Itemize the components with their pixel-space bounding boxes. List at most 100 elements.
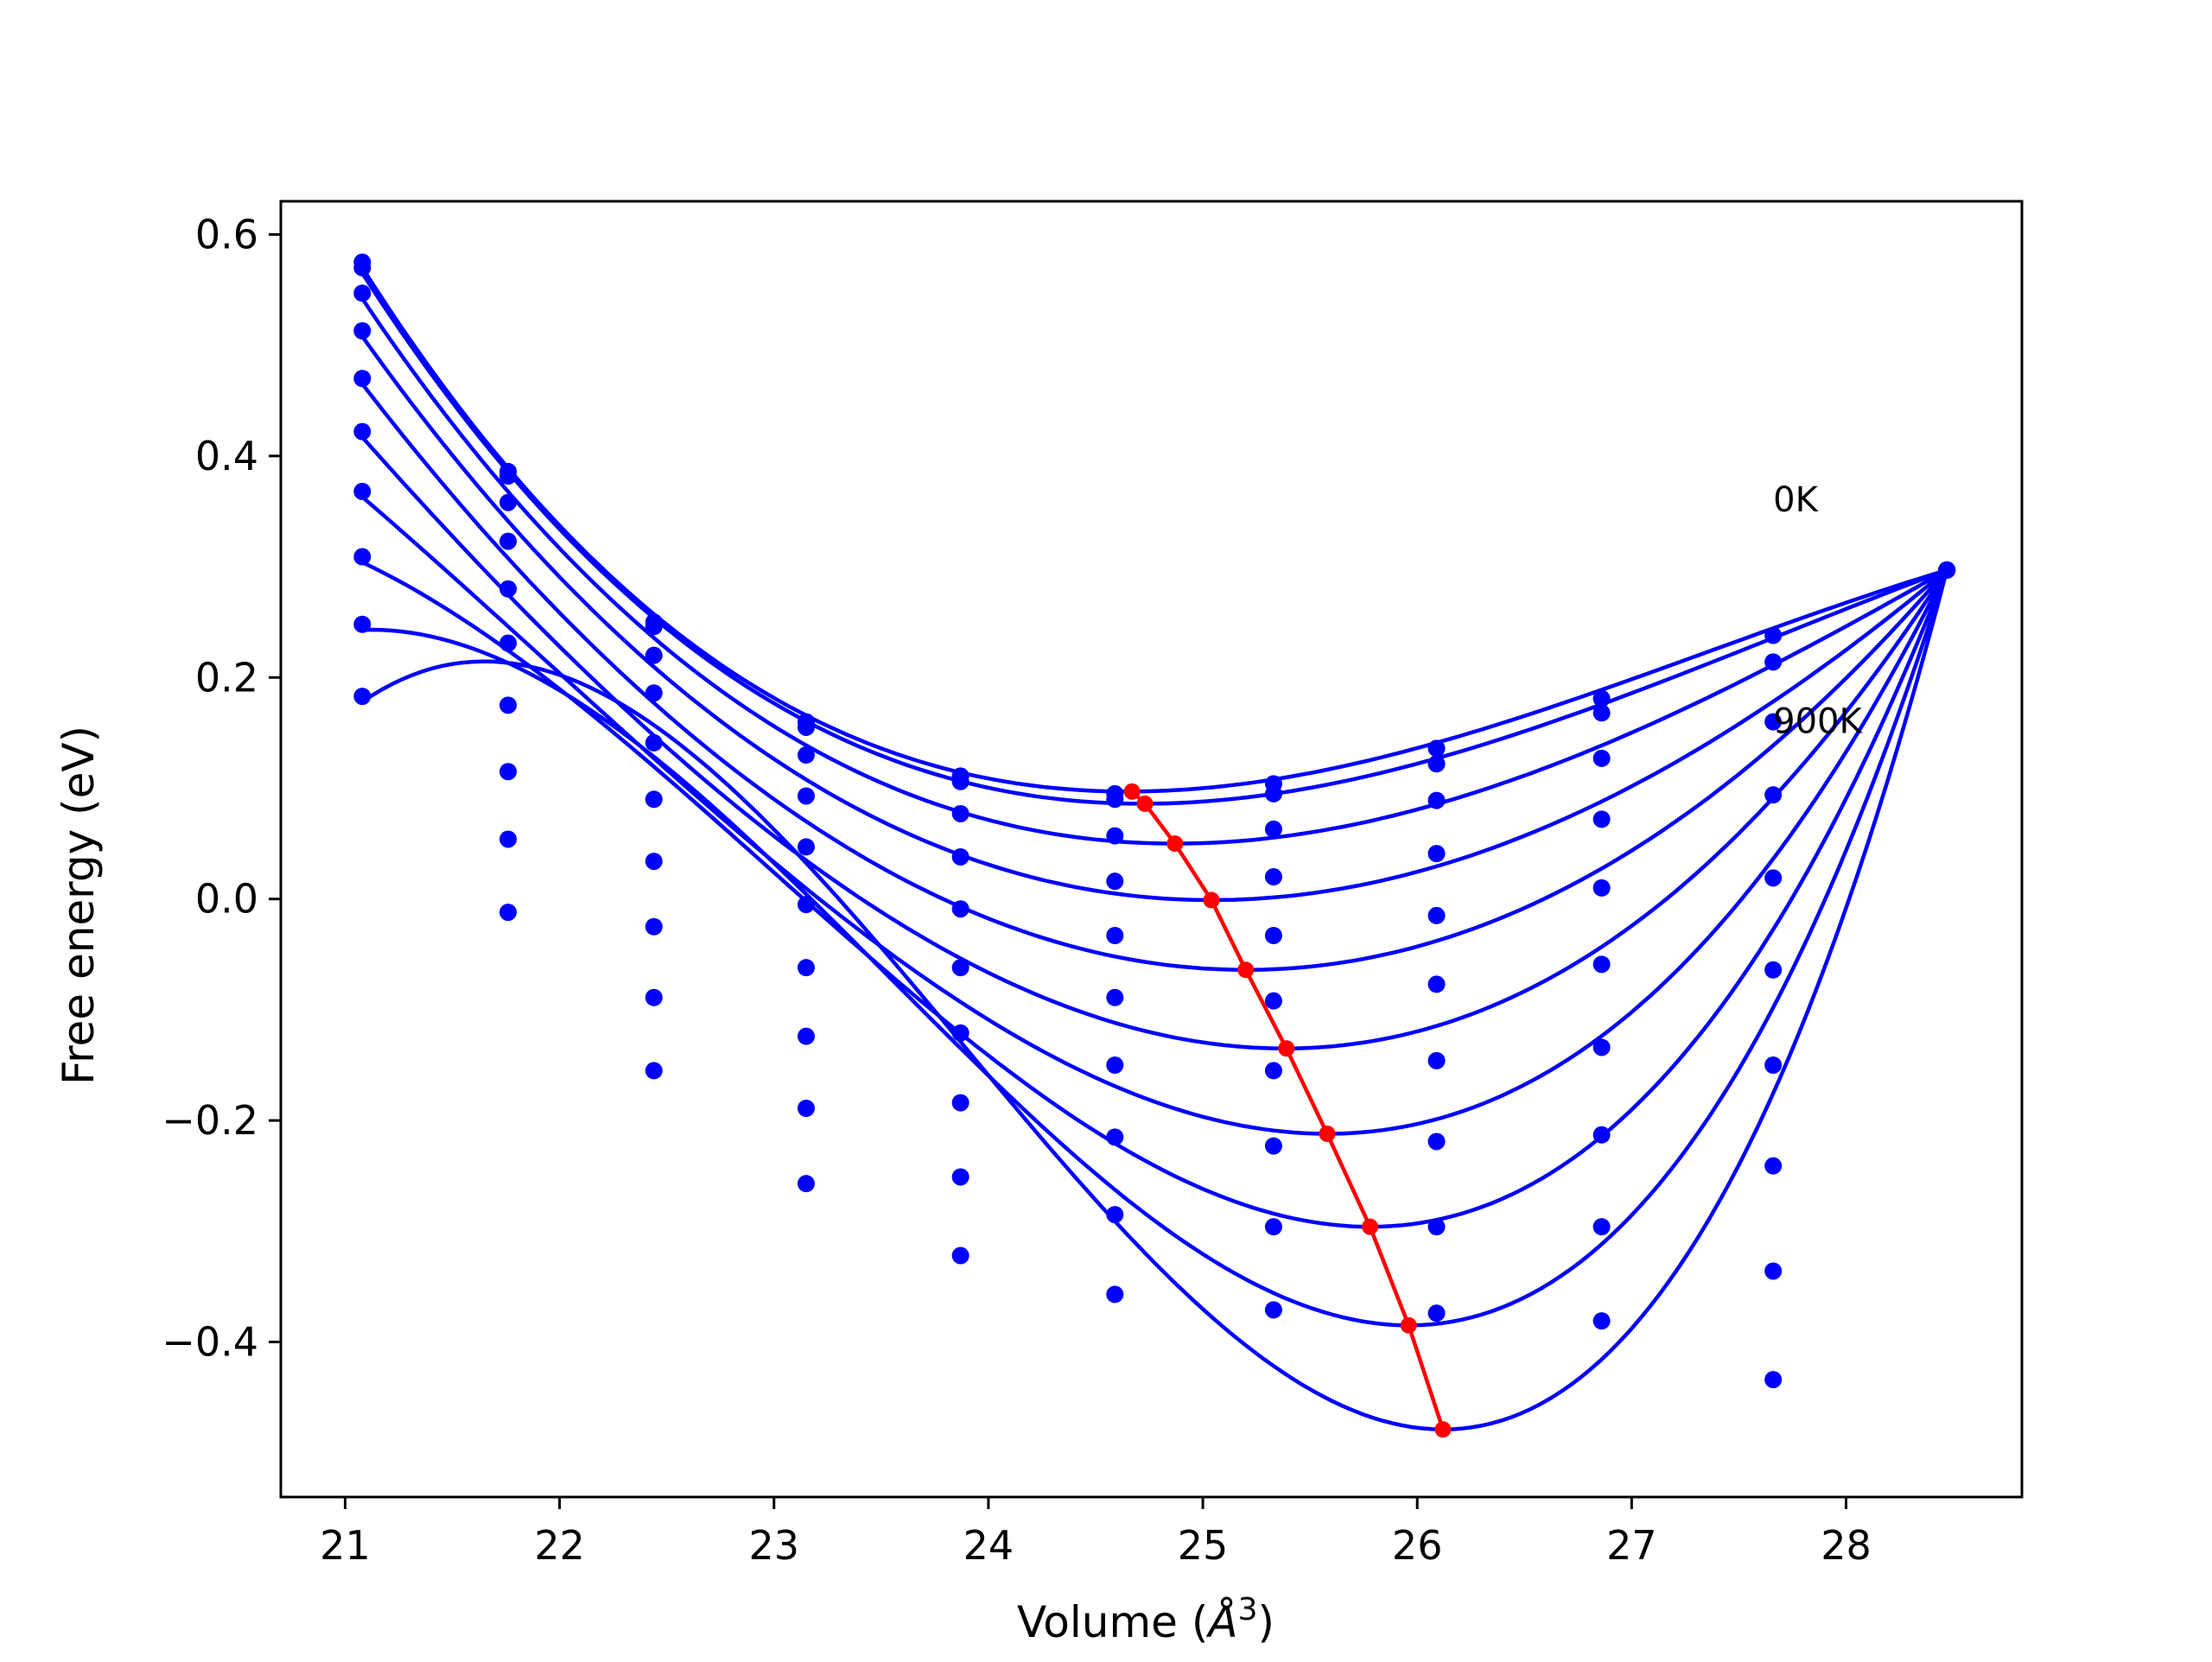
data-point — [645, 988, 663, 1006]
data-point — [1592, 879, 1611, 897]
minimum-point — [1319, 1125, 1336, 1142]
minimum-point — [1237, 961, 1255, 979]
annotation-label: 0K — [1773, 480, 1819, 520]
data-point — [1427, 1218, 1446, 1236]
data-point — [645, 917, 663, 936]
data-point — [1764, 786, 1783, 804]
data-point — [1427, 1051, 1446, 1069]
data-point — [1264, 1218, 1282, 1236]
x-tick-label: 21 — [320, 1522, 371, 1569]
data-point — [1592, 1038, 1611, 1056]
y-tick-label: 0.2 — [195, 654, 258, 701]
data-point — [353, 548, 372, 566]
data-point — [1106, 1206, 1124, 1224]
data-point — [951, 1024, 969, 1042]
data-point — [1592, 689, 1611, 707]
fit-curve — [360, 335, 1948, 903]
minima-path — [1130, 790, 1446, 1430]
minimum-point — [1362, 1218, 1379, 1235]
y-tick-label: 0.6 — [195, 211, 258, 257]
fit-curves — [360, 266, 1949, 1432]
y-tick-label: 0.4 — [195, 433, 258, 479]
y-axis-label: Free energy (eV) — [54, 726, 104, 1085]
y-tick-label: −0.4 — [162, 1319, 258, 1366]
x-tick-label: 22 — [534, 1522, 585, 1569]
data-point — [499, 904, 518, 922]
data-point — [797, 1027, 815, 1045]
data-point — [951, 1168, 969, 1186]
minimum-point — [1203, 891, 1220, 909]
data-point — [1106, 1285, 1124, 1304]
data-point — [1427, 906, 1446, 924]
data-point — [499, 696, 518, 714]
data-point — [1592, 1218, 1611, 1236]
data-point — [1427, 845, 1446, 863]
data-point — [645, 618, 663, 636]
data-point — [1264, 1301, 1282, 1319]
data-point — [797, 1175, 815, 1193]
data-point — [645, 790, 663, 809]
data-point — [1106, 1128, 1124, 1146]
data-point — [353, 370, 372, 388]
data-point — [645, 646, 663, 664]
data-point — [645, 684, 663, 702]
data-point — [499, 580, 518, 598]
data-point — [1264, 1062, 1282, 1080]
minimum-point — [1123, 783, 1141, 800]
data-point — [1427, 739, 1446, 758]
data-point — [499, 763, 518, 781]
data-point — [1106, 827, 1124, 845]
data-point — [797, 838, 815, 856]
x-tick-label: 24 — [963, 1522, 1014, 1569]
data-point — [951, 1246, 969, 1265]
data-point — [951, 959, 969, 977]
data-point — [1592, 1312, 1611, 1330]
data-point — [797, 746, 815, 764]
data-point — [1764, 1157, 1783, 1175]
y-tick-label: 0.0 — [195, 876, 258, 923]
x-axis-label: Volume (Å3) — [1017, 1592, 1274, 1648]
data-point — [797, 718, 815, 736]
data-point — [499, 830, 518, 848]
data-point — [797, 787, 815, 805]
x-axis-ticks: 21 22 23 24 25 26 27 28 — [320, 1497, 1872, 1569]
data-point — [1764, 961, 1783, 979]
fit-curve — [361, 569, 1949, 1432]
data-point — [951, 1094, 969, 1112]
data-point — [353, 615, 372, 633]
data-point — [951, 772, 969, 790]
fit-curve — [360, 272, 1948, 806]
data-point — [1106, 790, 1124, 809]
fit-curve — [360, 297, 1948, 846]
data-point — [1427, 1304, 1446, 1323]
minimum-point — [1434, 1421, 1452, 1438]
data-point — [1592, 749, 1611, 767]
data-point — [499, 532, 518, 550]
minimum-point — [1136, 795, 1154, 812]
data-points — [353, 253, 1956, 1389]
data-point — [1106, 872, 1124, 891]
plot-area-frame — [279, 200, 2024, 1499]
data-point — [1106, 988, 1124, 1006]
data-point — [353, 688, 372, 706]
data-point — [1764, 1262, 1783, 1280]
data-point — [1427, 1132, 1446, 1151]
annotation-label: 900K — [1773, 701, 1863, 741]
x-tick-label: 25 — [1178, 1522, 1229, 1569]
data-point — [1427, 755, 1446, 773]
minimum-point — [1278, 1040, 1295, 1057]
data-point — [1592, 955, 1611, 974]
data-point — [1764, 626, 1783, 644]
data-point — [645, 853, 663, 871]
data-point — [951, 900, 969, 918]
data-point — [797, 959, 815, 977]
data-point — [499, 466, 518, 485]
y-tick-label: −0.2 — [162, 1097, 258, 1144]
minimum-point — [1166, 835, 1184, 853]
minima-line — [1123, 783, 1452, 1438]
minimum-point — [1400, 1316, 1417, 1334]
y-axis-ticks: −0.4 −0.2 0.0 0.2 0.4 0.6 — [162, 211, 281, 1366]
data-point — [1264, 868, 1282, 886]
